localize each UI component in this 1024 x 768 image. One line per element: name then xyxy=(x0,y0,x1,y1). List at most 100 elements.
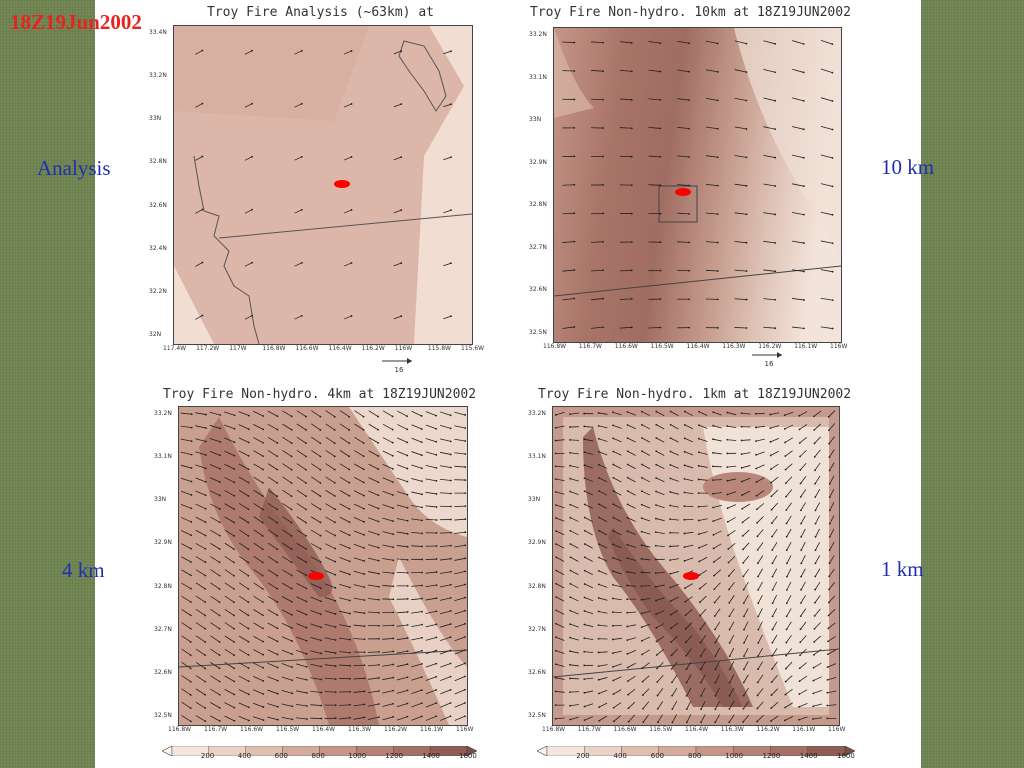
wind-vector-head xyxy=(812,705,815,708)
wind-vector xyxy=(648,126,661,129)
wind-vector xyxy=(727,439,737,441)
wind-vector xyxy=(772,634,778,643)
wind-vector-head xyxy=(670,654,673,657)
wind-vector-head xyxy=(745,71,748,73)
wind-vector-head xyxy=(290,468,293,471)
wind-vector-head xyxy=(659,298,662,300)
y-tick-label: 32.6N xyxy=(154,668,172,676)
wind-vector xyxy=(396,450,408,456)
wind-vector xyxy=(180,490,192,496)
wind-vector-head xyxy=(291,679,294,682)
wind-vector xyxy=(763,212,776,215)
wind-vector-head xyxy=(276,442,279,444)
wind-vector-head xyxy=(554,426,557,429)
wind-vector xyxy=(396,624,408,627)
y-tick-label: 32.7N xyxy=(528,625,546,633)
wind-vector-head xyxy=(774,156,777,159)
wind-vector-head xyxy=(305,455,307,458)
wind-vector xyxy=(784,715,794,721)
wind-vector-head xyxy=(262,719,265,722)
wind-vector xyxy=(195,50,203,55)
wind-vector xyxy=(239,555,249,563)
wind-vector-head xyxy=(699,614,702,617)
wind-vector xyxy=(353,503,365,510)
wind-vector xyxy=(324,650,336,654)
wind-vector xyxy=(771,542,778,551)
wind-vector xyxy=(757,608,763,617)
wind-vector-head xyxy=(349,677,351,680)
wind-vector-head xyxy=(305,587,308,590)
wind-vector-head xyxy=(626,450,629,453)
wind-vector-head xyxy=(435,532,438,534)
wind-vector-head xyxy=(218,601,221,604)
wind-vector xyxy=(368,463,379,470)
wind-vector-head xyxy=(655,463,658,466)
wind-vector xyxy=(238,437,249,443)
wind-vector-head xyxy=(688,70,690,73)
wind-vector-head xyxy=(392,572,395,575)
wind-vector xyxy=(613,702,622,709)
wind-vector-head xyxy=(319,587,322,590)
wind-vector xyxy=(813,410,822,417)
wind-vector-head xyxy=(659,269,662,272)
wind-vector-head xyxy=(262,640,264,643)
wind-vector-head xyxy=(349,638,351,641)
wind-vector xyxy=(339,516,350,523)
wind-vector-head xyxy=(190,520,193,523)
x-tick-label: 115.8W xyxy=(427,345,451,352)
wind-vector xyxy=(238,503,249,510)
wind-vector xyxy=(454,518,466,521)
wind-vector-head xyxy=(630,241,633,243)
wind-vector-head xyxy=(798,667,801,670)
wind-vector xyxy=(354,423,364,431)
wind-vector xyxy=(411,611,423,614)
wind-vector-head xyxy=(699,655,702,657)
wind-vector-head xyxy=(583,691,586,694)
wind-vector-head xyxy=(659,326,662,329)
wind-vector xyxy=(294,50,302,55)
wind-vector xyxy=(613,530,622,536)
wind-vector xyxy=(757,701,764,709)
wind-vector-head xyxy=(569,477,572,480)
wind-vector xyxy=(396,637,408,641)
wind-vector-head xyxy=(435,675,438,678)
wind-vector-head xyxy=(350,103,353,105)
wind-vector-head xyxy=(392,494,394,496)
wind-vector-head xyxy=(247,441,250,444)
wind-vector-head xyxy=(261,508,264,511)
x-tick-label: 116.2W xyxy=(756,726,780,733)
wind-vector xyxy=(685,635,693,643)
wind-vector xyxy=(755,438,765,442)
wind-vector xyxy=(684,544,694,548)
wind-vector-head xyxy=(826,704,829,707)
wind-vector-head xyxy=(190,480,193,483)
wind-vector xyxy=(556,570,565,576)
wind-vector xyxy=(705,126,718,130)
wind-vector-head xyxy=(464,492,467,495)
wind-vector xyxy=(727,412,737,416)
wind-vector-head xyxy=(421,493,423,496)
wind-vector-head xyxy=(642,707,644,710)
wind-vector-head xyxy=(700,694,702,697)
wind-vector xyxy=(244,209,253,214)
wind-vector xyxy=(282,450,292,457)
wind-vector xyxy=(642,662,650,669)
wind-vector-head xyxy=(755,467,758,470)
wind-vector-head xyxy=(262,455,264,458)
wind-vector-head xyxy=(348,534,351,537)
wind-vector-head xyxy=(261,481,264,484)
wind-vector-head xyxy=(247,548,250,551)
wind-vector xyxy=(698,479,708,481)
wind-vector xyxy=(238,516,249,523)
wind-vector-head xyxy=(333,468,336,471)
wind-vector-head xyxy=(276,705,279,708)
wind-vector-head xyxy=(774,128,777,131)
wind-vector-head xyxy=(189,641,192,643)
wind-vector xyxy=(686,661,692,670)
wind-vector xyxy=(339,610,351,614)
wind-vector-head xyxy=(742,575,745,578)
wind-vector xyxy=(296,502,307,510)
wind-vector-head xyxy=(828,482,831,485)
wind-vector xyxy=(382,477,394,483)
wind-vector-head xyxy=(334,508,336,511)
